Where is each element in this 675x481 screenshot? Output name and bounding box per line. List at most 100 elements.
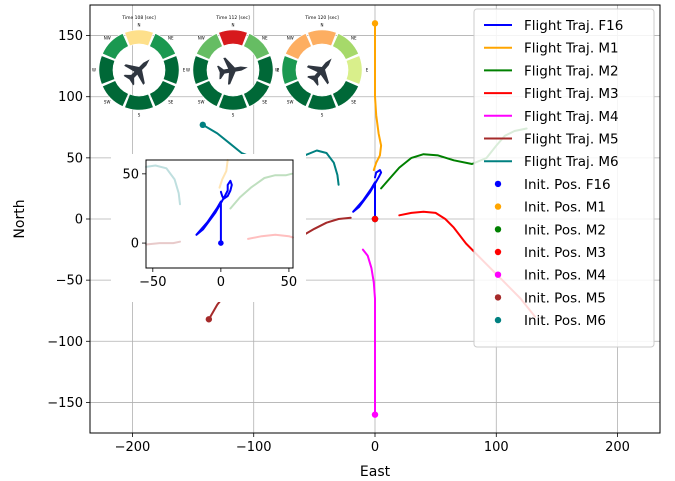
legend: Flight Traj. F16 Flight Traj. M1 Flight Tr… (473, 8, 655, 348)
gauge-direction-label: SW (104, 99, 111, 104)
gauge-sector (98, 55, 116, 85)
legend-label: Init. Pos. M5 (524, 290, 606, 306)
legend-marker-swatch (494, 316, 502, 324)
y-tick-label: 150 (58, 29, 83, 44)
legend-label: Init. Pos. F16 (524, 177, 611, 193)
trajectory-line (361, 248, 376, 416)
gauge-sector (102, 80, 129, 107)
gauge-sector (162, 55, 180, 85)
gauge-direction-label: SE (262, 99, 268, 104)
gauge-sector (243, 80, 270, 107)
gauge-direction-label: NE (262, 36, 268, 41)
inset-plot-area (146, 160, 293, 268)
gauge-sector (285, 33, 312, 60)
gauge-direction-label: S (321, 113, 324, 118)
initial-position-marker (371, 411, 379, 418)
inset-trajectory-line (195, 179, 233, 245)
axis-ticks: −200 −100 0 100 200 −150 −100 −50 0 50 100 150 (47, 29, 630, 455)
gauge-direction-label: SE (351, 99, 357, 104)
y-tick-label: 50 (66, 151, 83, 166)
legend-label: Flight Traj. M3 (524, 86, 619, 102)
gauge-title: Time 112 [sec] (215, 15, 250, 21)
trajectory-line (352, 169, 383, 220)
gauge-title: Time 120 [sec] (304, 15, 339, 21)
legend-box (473, 8, 655, 348)
gauge-sector (332, 33, 359, 60)
initial-position-marker (205, 316, 213, 323)
gauge-direction-label: NW (104, 36, 111, 41)
fighter-jet-icon (123, 59, 150, 86)
gauge-sector (218, 93, 248, 111)
legend-label: Init. Pos. M6 (524, 313, 606, 329)
x-tick-label: 200 (605, 440, 630, 455)
gauge-direction-label: N (138, 23, 141, 28)
gauge-sector (196, 80, 223, 107)
legend-marker-swatch (494, 226, 502, 233)
legend-label: Flight Traj. M1 (524, 41, 619, 57)
gauge-sector (281, 55, 299, 85)
legend-label: Flight Traj. F16 (524, 18, 623, 34)
inset-trajectory-line (145, 240, 181, 246)
gauge-sector (124, 93, 154, 111)
gauge-direction-label: NE (351, 36, 357, 41)
gauge-direction-label: W (275, 68, 279, 73)
legend-marker-swatch (494, 203, 502, 210)
inset-zoom-plot: −50 0 50 0 50 (111, 154, 306, 302)
inset-y-tick-label: 50 (122, 167, 139, 182)
y-tick-label: −50 (56, 274, 83, 289)
trajectory-line (372, 22, 383, 172)
gauge-sector (149, 80, 176, 107)
gauge-direction-label: SW (198, 99, 205, 104)
gauge-sector (332, 80, 359, 107)
gauge-sector (196, 33, 223, 60)
gauge-direction-label: E (277, 68, 280, 73)
legend-label: Flight Traj. M5 (524, 132, 619, 148)
inset-y-tick-label: 0 (131, 237, 139, 252)
legend-marker-swatch (494, 180, 502, 188)
y-tick-label: 100 (58, 90, 83, 105)
gauge-sector (192, 55, 210, 85)
inset-x-tick-label: 0 (217, 275, 225, 290)
legend-label: Init. Pos. M2 (524, 222, 606, 238)
inset-x-tick-label: 50 (281, 275, 298, 290)
gauge-direction-label: SE (168, 99, 174, 104)
initial-position-marker (199, 121, 206, 129)
legend-label: Flight Traj. M2 (524, 63, 619, 79)
gauge-direction-label: N (232, 23, 235, 28)
gauge-direction-label: W (92, 68, 96, 73)
inset-trajectory-line (229, 172, 293, 210)
inset-trajectory-line (145, 164, 181, 206)
inset-trajectory-line (247, 233, 294, 240)
legend-marker-swatch (494, 248, 502, 256)
x-tick-label: −200 (115, 440, 151, 455)
gauge-direction-label: E (183, 68, 186, 73)
initial-position-marker (371, 20, 379, 27)
inset-frame (145, 159, 294, 269)
gauge-sector (307, 93, 337, 111)
fighter-jet-icon (217, 57, 248, 85)
gauge-direction-label: NE (168, 36, 174, 41)
legend-label: Init. Pos. M3 (524, 245, 606, 261)
initial-position-markers (199, 20, 379, 418)
inset-position-marker (218, 240, 224, 246)
gauge-direction-label: E (366, 68, 369, 73)
gauge: Time 120 [sec] N NE E SE S SW W NW (275, 15, 369, 118)
y-tick-label: −100 (47, 335, 83, 350)
gauge-sector (345, 55, 363, 85)
gauge-direction-label: S (232, 113, 235, 118)
initial-position-marker (371, 215, 379, 223)
x-tick-label: −100 (236, 440, 272, 455)
x-axis-label: East (360, 464, 391, 480)
legend-label: Init. Pos. M1 (524, 200, 606, 216)
y-axis-label: North (12, 199, 28, 238)
gauge-direction-label: NW (198, 36, 205, 41)
gauge-title: Time 108 [sec] (121, 15, 156, 21)
x-tick-label: 0 (371, 440, 379, 455)
gauge-sector (307, 29, 337, 47)
gauge-direction-label: NW (287, 36, 294, 41)
y-tick-label: 0 (75, 213, 83, 228)
gauge-sector (102, 33, 129, 60)
gauge: Time 108 [sec] N NE E SE S SW W NW (92, 15, 186, 118)
